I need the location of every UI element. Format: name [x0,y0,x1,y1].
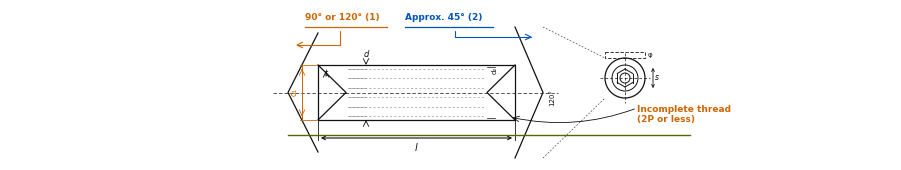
Text: d₁: d₁ [290,89,299,96]
Text: 90° or 120° (1): 90° or 120° (1) [305,13,379,22]
Text: Approx. 45° (2): Approx. 45° (2) [405,13,482,22]
Text: s: s [655,73,659,82]
Text: l: l [415,143,418,153]
Text: t: t [324,69,327,78]
Text: d₂: d₂ [492,66,498,74]
Text: 120°: 120° [549,89,555,106]
Text: φ: φ [648,52,652,58]
Text: Incomplete thread
(2P or less): Incomplete thread (2P or less) [637,105,731,124]
Text: d: d [363,50,369,59]
